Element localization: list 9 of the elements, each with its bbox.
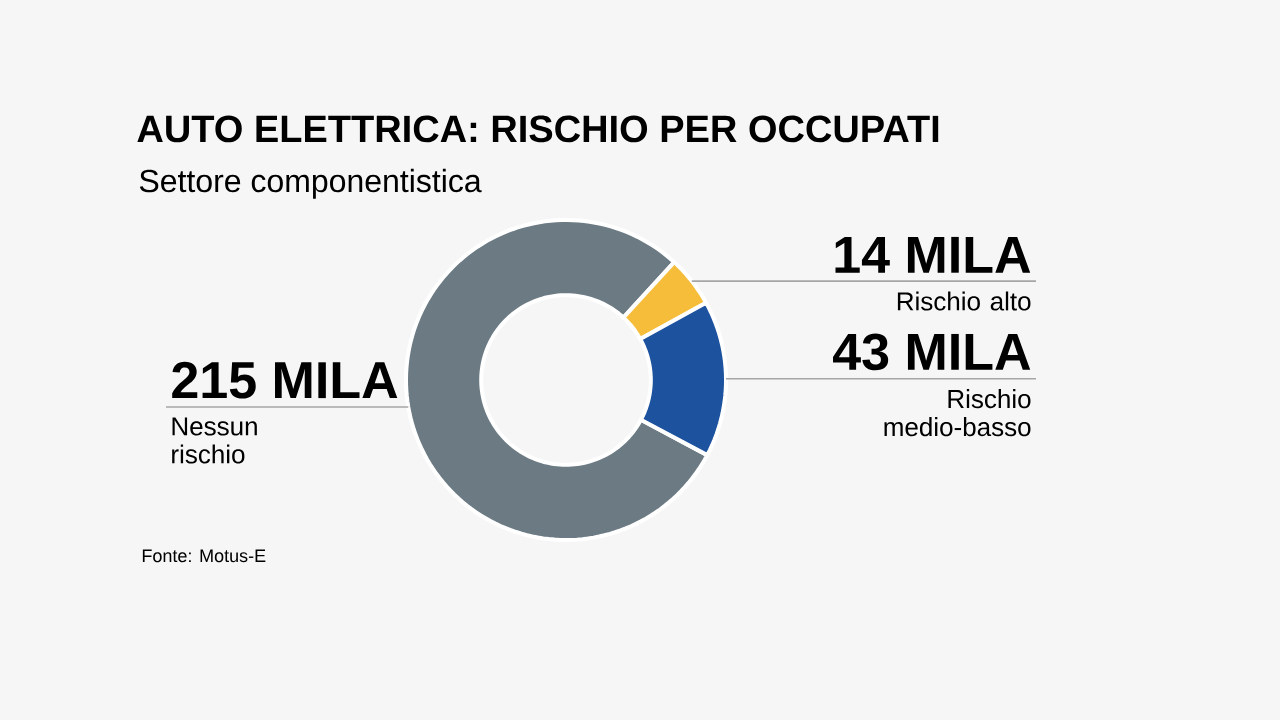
source-note: Fonte: Motus-E <box>142 549 266 563</box>
data-label: 43 MILA <box>833 333 1031 371</box>
slice-label: Rischio alto <box>897 291 1031 311</box>
chart-title: AUTO ELETTRICA: RISCHIO PER OCCUPATI <box>137 115 939 143</box>
chart-subtitle: Settore componentistica <box>139 168 482 199</box>
data-label: 215 MILA <box>172 361 398 399</box>
data-label: 14 MILA <box>835 236 1031 273</box>
slice-label: Nessun rischio <box>172 417 257 464</box>
slice-label: Rischio medio-basso <box>884 389 1031 437</box>
